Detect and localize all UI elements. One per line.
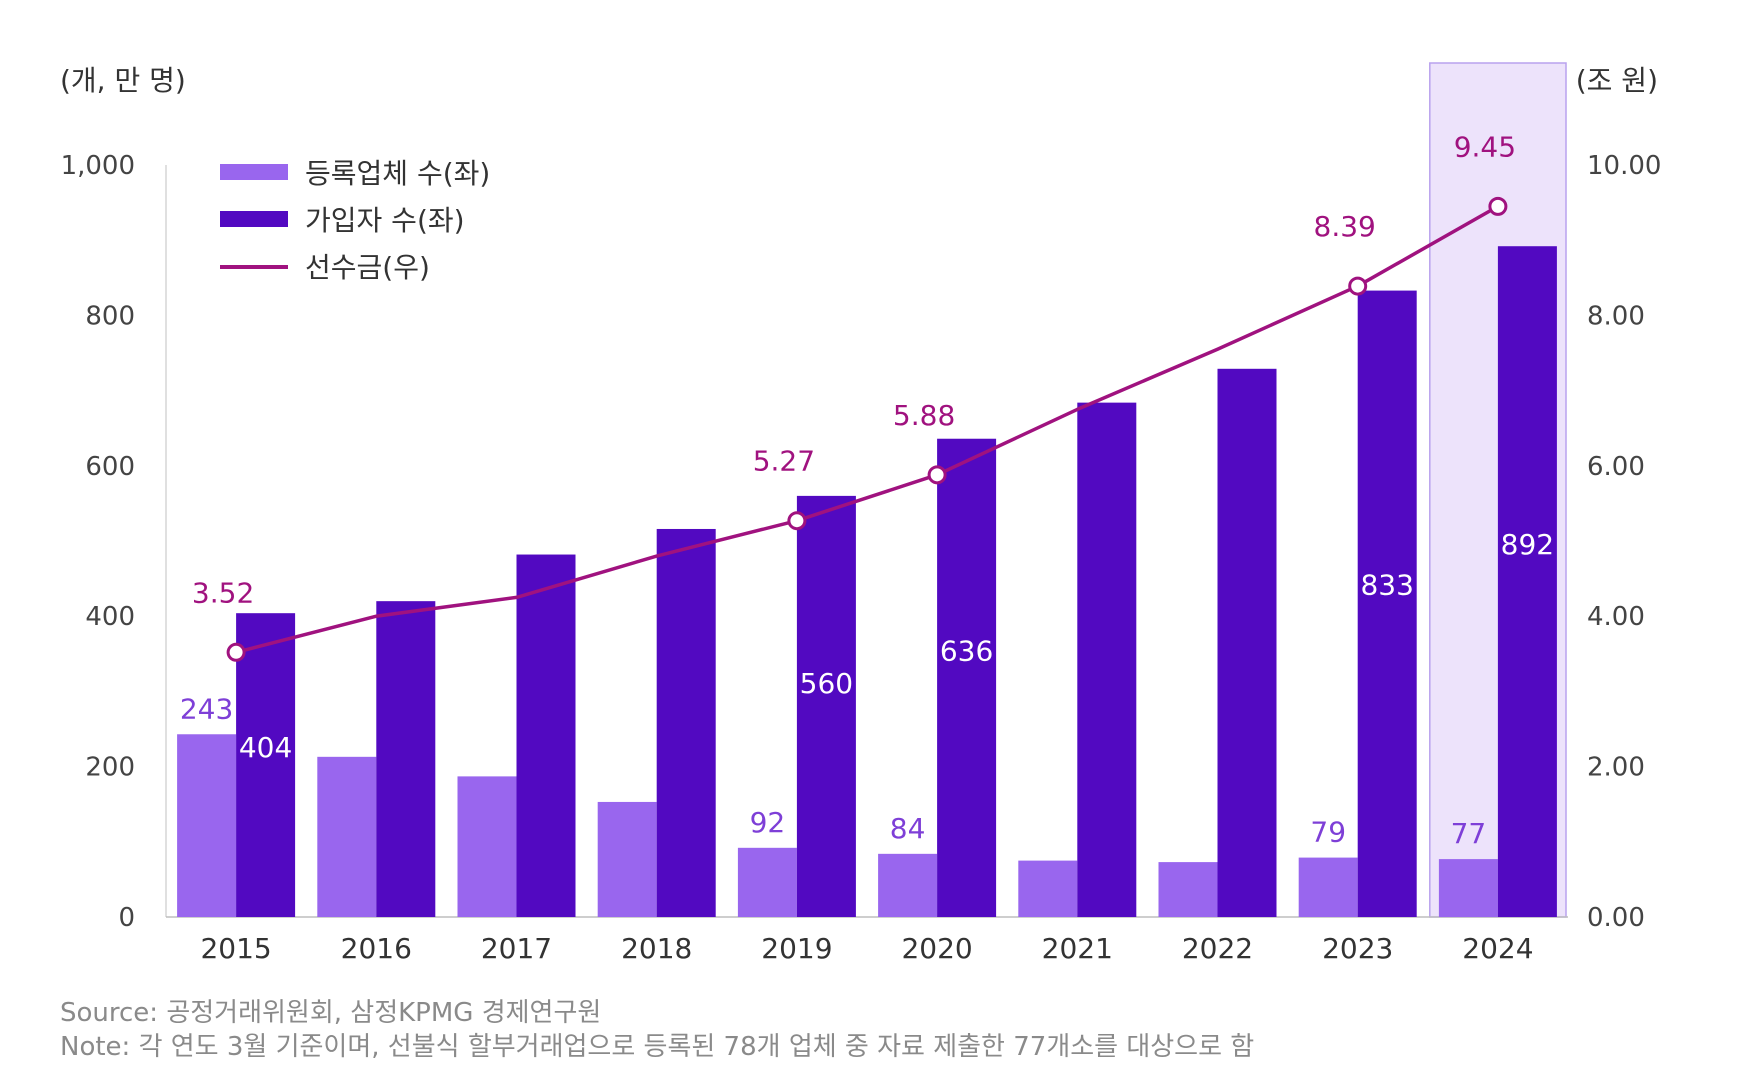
line-prepayments [235,204,1499,654]
data-label-companies: 243 [180,692,233,725]
legend-label-2: 선수금(우) [305,251,430,284]
left-tick-label: 0 [118,903,135,933]
right-tick-label: 10.00 [1587,151,1661,181]
left-tick-label: 400 [85,602,135,632]
bar-subscribers-2018 [656,528,716,917]
bar-companies-2018 [597,801,657,917]
left-axis-unit-label: (개, 만 명) [60,64,186,97]
x-tick-label: 2023 [1322,932,1393,965]
bar-subscribers-2022 [1217,368,1277,917]
line-point-2023 [1348,276,1368,296]
data-label-prepayments: 3.52 [192,576,254,609]
data-label-companies: 92 [750,806,786,839]
right-tick-label: 8.00 [1587,301,1645,331]
bar-companies-2017 [457,776,517,917]
left-tick-label: 200 [85,753,135,783]
x-tick-label: 2021 [1042,932,1113,965]
bar-companies-2019 [737,847,797,917]
data-label-subscribers: 833 [1360,569,1413,602]
data-label-prepayments: 5.27 [753,445,815,478]
right-tick-label: 0.00 [1587,903,1645,933]
data-label-prepayments: 5.88 [893,399,955,432]
source-note: Source: 공정거래위원회, 삼정KPMG 경제연구원 [60,998,602,1028]
note-text: Note: 각 연도 3월 기준이며, 선불식 할부거래업으로 등록된 78개 … [60,1032,1255,1062]
bar-companies-2016 [317,756,377,917]
bar-subscribers-2023 [1357,290,1417,918]
data-label-subscribers: 404 [239,731,292,764]
bar-subscribers-2015 [236,613,296,917]
legend-swatch-0 [220,164,288,180]
chart: (개, 만 명) (조 원) 0 200 400 600 800 1,000 0.00 2.00 4… [60,62,1661,965]
legend-swatch-1 [220,211,288,227]
x-tick-label: 2024 [1462,932,1533,965]
line-point-2020 [927,465,947,485]
data-label-prepayments: 9.45 [1454,130,1516,163]
data-label-subscribers: 560 [800,667,853,700]
bar-subscribers-2019 [796,495,856,917]
data-label-companies: 79 [1310,816,1346,849]
legend-label-1: 가입자 수(좌) [305,204,465,237]
bar-companies-2023 [1298,857,1358,917]
data-label-companies: 84 [890,812,926,845]
left-tick-label: 800 [85,301,135,331]
bar-subscribers-2024 [1497,246,1557,917]
bar-companies-2022 [1158,862,1218,917]
legend: 등록업체 수(좌) 가입자 수(좌) 선수금(우) [220,157,490,284]
bar-subscribers-2021 [1077,402,1137,918]
bar-companies-2024 [1438,859,1498,917]
bars-layer [177,246,1557,918]
bar-subscribers-2016 [376,601,436,917]
bar-companies-2021 [1018,860,1078,917]
data-label-prepayments: 8.39 [1314,210,1376,243]
x-tick-label: 2022 [1182,932,1253,965]
data-label-subscribers: 636 [940,635,993,668]
bar-subscribers-2020 [937,438,997,917]
data-labels-layer: 243 92 84 79 77 404 560 636 833 892 3.52 5.27 5.88 8.… [180,130,1554,850]
line-point-2019 [787,511,807,531]
data-label-companies: 77 [1451,817,1487,850]
x-tick-label: 2017 [481,932,552,965]
x-tick-label: 2015 [200,932,271,965]
x-tick-label: 2019 [761,932,832,965]
bar-companies-2015 [177,734,237,917]
data-label-subscribers: 892 [1501,528,1554,561]
right-tick-label: 4.00 [1587,602,1645,632]
line-point-2024 [1488,196,1508,216]
right-axis-unit-label: (조 원) [1576,64,1658,97]
line-layer [226,196,1508,662]
right-tick-label: 2.00 [1587,753,1645,783]
right-tick-label: 6.00 [1587,452,1645,482]
left-tick-label: 1,000 [61,151,135,181]
bar-companies-2020 [878,853,938,917]
legend-label-0: 등록업체 수(좌) [305,157,490,190]
x-tick-label: 2016 [341,932,412,965]
x-tick-label: 2020 [901,932,972,965]
left-tick-label: 600 [85,452,135,482]
line-point-2015 [226,642,246,662]
x-tick-label: 2018 [621,932,692,965]
axes-layer: (개, 만 명) (조 원) 0 200 400 600 800 1,000 0.00 2.00 4… [60,64,1661,965]
bar-subscribers-2017 [516,554,576,917]
